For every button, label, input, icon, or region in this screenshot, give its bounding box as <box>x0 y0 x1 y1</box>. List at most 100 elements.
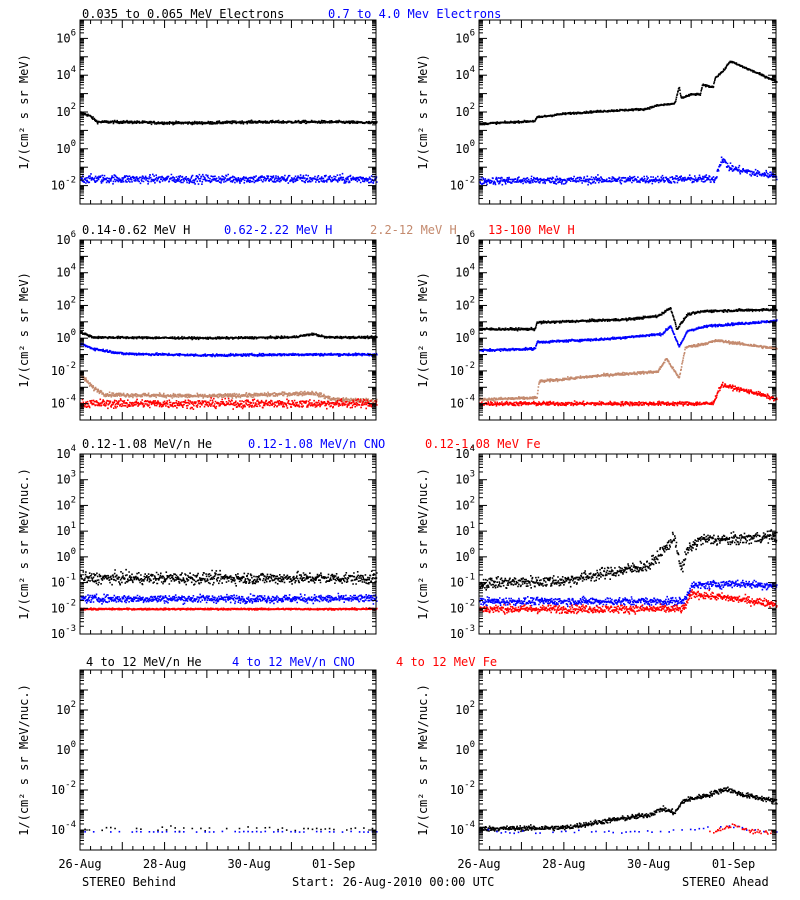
legend-heavy-cno: 4 to 12 MeV/n CNO <box>232 655 355 669</box>
series-ions-behind-2 <box>80 607 378 611</box>
x-tick-label: 30-Aug <box>227 857 270 871</box>
plot-frame <box>478 669 777 851</box>
y-tick-label: 10-1 <box>51 573 76 590</box>
y-tick-label: 10-2 <box>51 361 76 378</box>
footer-ahead: STEREO Ahead <box>682 875 769 889</box>
y-axis-label: 1/(cm² s sr MeV/nuc.) <box>17 684 31 836</box>
series-electrons-ahead-1 <box>479 156 778 186</box>
series-heavy-ahead-2 <box>709 823 777 835</box>
panel-hydrogen-behind: 10-4 10-2 100 102 104 106 1/(cm² s sr MeV) <box>17 230 378 421</box>
y-tick-label: 106 <box>56 230 76 247</box>
y-tick-label: 106 <box>56 28 76 45</box>
y-axis-label: 1/(cm² s sr MeV) <box>416 272 430 388</box>
series-electrons-behind-0 <box>80 111 378 126</box>
data-hydrogen-ahead <box>479 307 778 407</box>
series-ions-ahead-0 <box>479 529 778 591</box>
x-axis: 26-Aug 28-Aug 30-Aug 01-Sep <box>58 670 377 871</box>
series-electrons-behind-1 <box>80 172 378 185</box>
y-tick-label: 104 <box>56 444 76 461</box>
y-tick-label: 104 <box>455 444 475 461</box>
x-tick-label: 01-Sep <box>712 857 755 871</box>
series-hydrogen-behind-3 <box>80 397 378 410</box>
legend-h-1: 0.14-0.62 MeV H <box>82 223 190 237</box>
y-axis-label: 1/(cm² s sr MeV/nuc.) <box>17 468 31 620</box>
data-ions-behind <box>80 568 378 611</box>
data-heavy-ahead <box>479 786 778 835</box>
data-ions-ahead <box>479 529 778 615</box>
y-tick-label: 104 <box>455 263 475 280</box>
panel-heavy-ahead: 10-4 10-2 100 102 1/(cm² s sr MeV/nuc.) 26-Au… <box>416 669 778 871</box>
series-ions-behind-1 <box>80 592 378 605</box>
series-heavy-ahead-0 <box>479 786 778 833</box>
panel-electrons-ahead: 10-2 100 102 104 106 1/(cm² s sr MeV) <box>416 19 778 205</box>
legend-row-heavy: 4 to 12 MeV/n He 4 to 12 MeV/n CNO 4 to … <box>86 655 497 669</box>
y-tick-label: 102 <box>56 495 76 512</box>
y-tick-label: 102 <box>455 495 475 512</box>
legend-heavy-he: 4 to 12 MeV/n He <box>86 655 202 669</box>
y-axis: 10-4 10-2 100 102 <box>51 669 376 851</box>
plot-frame <box>79 669 377 851</box>
legend-row-hydrogen: 0.14-0.62 MeV H 0.62-2.22 MeV H 2.2-12 M… <box>82 223 575 237</box>
series-heavy-behind-1 <box>80 830 378 833</box>
y-tick-label: 102 <box>455 295 475 312</box>
y-tick-label: 104 <box>56 65 76 82</box>
x-tick-label: 26-Aug <box>58 857 101 871</box>
x-tick-label: 28-Aug <box>143 857 186 871</box>
x-axis <box>478 240 777 420</box>
y-tick-label: 10-2 <box>450 176 475 193</box>
y-tick-label: 10-4 <box>450 394 475 411</box>
series-hydrogen-behind-0 <box>80 330 378 341</box>
y-tick-label: 104 <box>455 65 475 82</box>
series-hydrogen-ahead-1 <box>479 319 778 353</box>
legend-heavy-fe: 4 to 12 MeV Fe <box>396 655 497 669</box>
y-tick-label: 100 <box>455 740 475 757</box>
legend-electrons-low: 0.035 to 0.065 MeV Electrons <box>82 7 284 21</box>
x-axis <box>478 454 777 634</box>
y-tick-label: 103 <box>56 470 76 487</box>
y-tick-label: 100 <box>455 328 475 345</box>
y-tick-label: 10-2 <box>51 176 76 193</box>
x-tick-label: 26-Aug <box>457 857 500 871</box>
footer-start: Start: 26-Aug-2010 00:00 UTC <box>292 875 494 889</box>
series-heavy-ahead-1 <box>479 825 778 835</box>
series-ions-ahead-2 <box>479 589 778 615</box>
y-tick-label: 100 <box>56 740 76 757</box>
x-tick-label: 01-Sep <box>312 857 355 871</box>
y-tick-label: 10-4 <box>51 394 76 411</box>
series-hydrogen-behind-2 <box>80 373 378 405</box>
footer-behind: STEREO Behind <box>82 875 176 889</box>
y-tick-label: 10-2 <box>51 598 76 615</box>
y-tick-label: 100 <box>56 328 76 345</box>
series-hydrogen-ahead-0 <box>479 307 778 332</box>
y-tick-label: 101 <box>56 521 76 538</box>
x-axis <box>478 20 777 204</box>
series-hydrogen-ahead-2 <box>479 339 778 402</box>
y-axis-label: 1/(cm² s sr MeV) <box>17 54 31 170</box>
y-axis: 10-3 10-2 10-1 100 101 102 103 104 <box>51 444 376 641</box>
plot-frame <box>478 19 777 205</box>
y-axis-label: 1/(cm² s sr MeV/nuc.) <box>416 468 430 620</box>
plot-frame <box>478 453 777 635</box>
y-tick-label: 10-3 <box>450 624 475 641</box>
legend-electrons-high: 0.7 to 4.0 Mev Electrons <box>328 7 501 21</box>
y-tick-label: 103 <box>455 470 475 487</box>
legend-row-electrons: 0.035 to 0.065 MeV Electrons 0.7 to 4.0 … <box>82 7 501 21</box>
legend-h-3: 2.2-12 MeV H <box>370 223 457 237</box>
x-tick-label: 28-Aug <box>542 857 585 871</box>
y-tick-label: 10-2 <box>51 780 76 797</box>
x-tick-label: 30-Aug <box>627 857 670 871</box>
y-tick-label: 10-3 <box>51 624 76 641</box>
legend-ions-cno: 0.12-1.08 MeV/n CNO <box>248 437 385 451</box>
series-electrons-ahead-0 <box>479 60 778 126</box>
y-tick-label: 10-2 <box>450 598 475 615</box>
y-tick-label: 10-2 <box>450 361 475 378</box>
panel-electrons-behind: 10-2 100 102 104 106 1/(cm² s sr MeV) <box>17 19 378 205</box>
series-hydrogen-ahead-3 <box>479 381 778 407</box>
y-tick-label: 10-2 <box>450 780 475 797</box>
legend-h-2: 0.62-2.22 MeV H <box>224 223 332 237</box>
y-axis-label: 1/(cm² s sr MeV) <box>416 54 430 170</box>
x-axis <box>79 454 377 634</box>
series-ions-ahead-1 <box>479 579 778 608</box>
y-tick-label: 102 <box>56 102 76 119</box>
